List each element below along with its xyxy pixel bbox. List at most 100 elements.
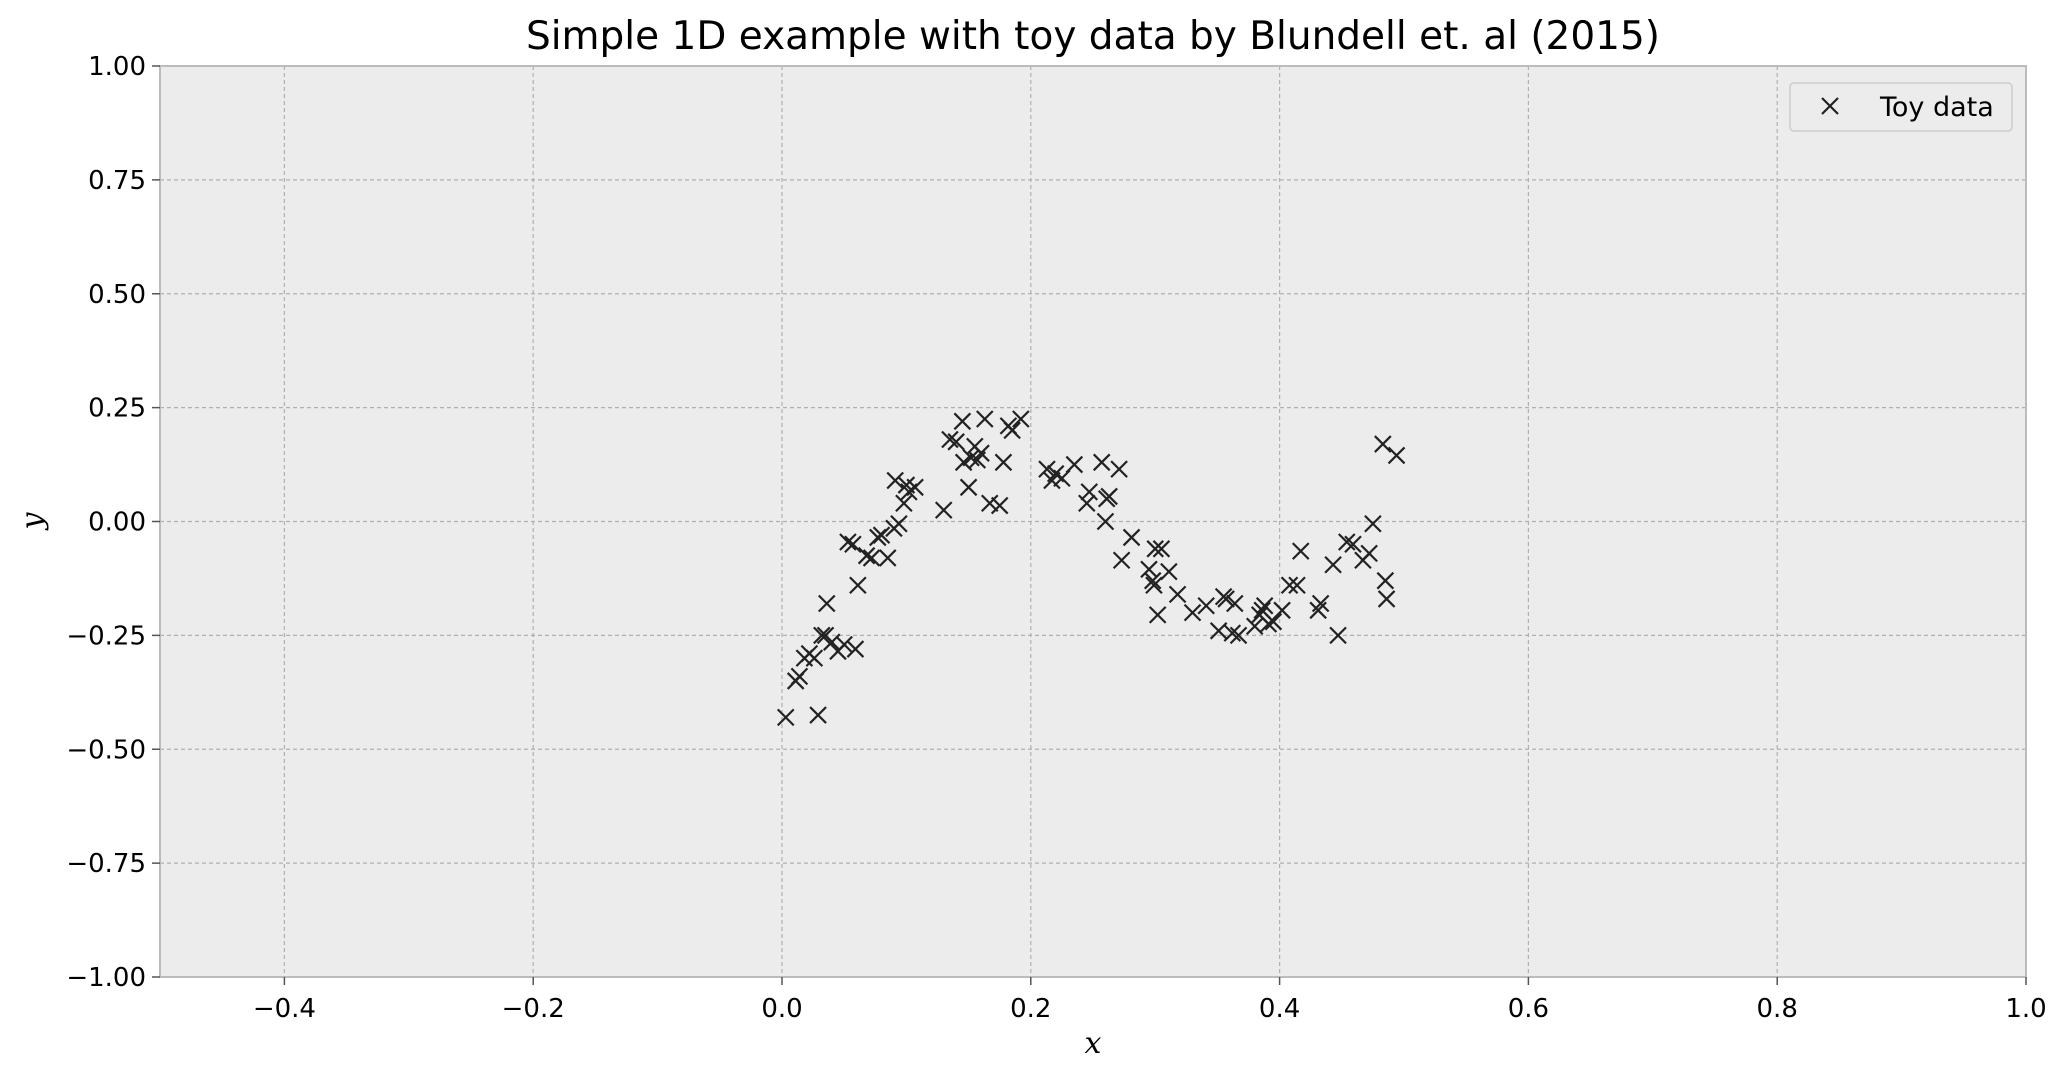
data-point (890, 514, 908, 533)
data-point (1329, 626, 1347, 645)
data-point (1337, 533, 1356, 551)
y-tick-label: 1.00 (88, 52, 146, 82)
data-point (1092, 453, 1111, 472)
data-point (972, 444, 990, 462)
data-point (895, 494, 913, 513)
data-point (835, 635, 853, 654)
data-point (1360, 544, 1378, 563)
data-point (1217, 590, 1235, 608)
data-point (1273, 601, 1291, 620)
data-point (849, 576, 867, 595)
data-point (1387, 446, 1406, 465)
data-point (1291, 542, 1310, 560)
data-point (994, 453, 1013, 472)
data-point (846, 640, 865, 658)
data-point (1364, 514, 1382, 533)
data-point (1122, 528, 1141, 547)
x-tick-label: −0.4 (253, 994, 316, 1024)
data-point (1160, 562, 1178, 581)
data-point (953, 412, 972, 431)
data-point (1226, 594, 1244, 613)
data-point (805, 649, 824, 667)
data-point (1374, 435, 1392, 453)
y-tick-label: −0.75 (66, 849, 146, 879)
data-point (1259, 615, 1278, 633)
data-point (1100, 487, 1118, 506)
data-point (1280, 576, 1299, 595)
data-point (1148, 606, 1167, 624)
data-point (1377, 590, 1396, 608)
data-point (1152, 540, 1171, 558)
data-point (1183, 603, 1202, 622)
y-tick-label: 0.00 (88, 508, 146, 538)
data-point (947, 433, 965, 451)
data-point (1078, 494, 1096, 513)
x-tick-label: 1.0 (2005, 994, 2046, 1024)
data-point (1255, 596, 1274, 615)
data-point (1168, 585, 1187, 604)
data-point (1145, 576, 1163, 595)
data-point (839, 533, 857, 551)
x-axis-label: x (1085, 1026, 1102, 1061)
data-point (975, 410, 994, 428)
data-point (862, 549, 881, 567)
data-point (1229, 626, 1248, 645)
axis-ticks: −0.4 −0.2 0.0 0.2 0.4 0.6 0.8 1.0 1.00 0.75 0.50 0.… (66, 52, 2046, 1024)
data-point (1096, 512, 1115, 531)
data-point (844, 535, 862, 554)
data-point (906, 478, 924, 497)
data-point (959, 478, 978, 497)
data-point (1080, 483, 1099, 501)
data-point (818, 594, 836, 613)
y-tick-label: 0.75 (88, 166, 146, 196)
data-point (1223, 624, 1242, 642)
data-point (990, 496, 1009, 515)
data-point (813, 626, 831, 645)
data-point (886, 471, 904, 490)
data-point (1344, 535, 1362, 554)
data-point (962, 448, 980, 467)
data-point (1012, 410, 1030, 428)
data-point (1288, 576, 1306, 595)
data-point (790, 667, 809, 686)
x-tick-label: 0.4 (1259, 994, 1300, 1024)
data-point (1146, 540, 1164, 558)
y-tick-label: 0.50 (88, 280, 146, 310)
data-point (1376, 571, 1395, 590)
data-point (1003, 421, 1021, 440)
data-point (1140, 560, 1158, 579)
x-tick-label: 0.8 (1757, 994, 1798, 1024)
data-point (1311, 594, 1330, 613)
x-tick-label: 0.2 (1010, 994, 1051, 1024)
x-tick-label: 0.6 (1508, 994, 1549, 1024)
data-point (1143, 571, 1162, 590)
x-tick-label: 0.0 (761, 994, 802, 1024)
data-point (980, 494, 999, 513)
legend-label: Toy data (1879, 92, 1994, 123)
legend-box (1789, 82, 2013, 132)
y-tick-label: −0.25 (66, 621, 146, 651)
data-point (878, 549, 897, 567)
y-tick-label: −0.50 (66, 735, 146, 765)
data-point (776, 708, 795, 727)
data-point (809, 706, 827, 724)
data-point (1324, 555, 1342, 574)
data-point (1038, 460, 1056, 478)
data-point (1197, 596, 1215, 615)
x-tick-label: −0.2 (502, 994, 565, 1024)
data-point (872, 526, 891, 544)
y-axis-label: y (15, 511, 50, 531)
data-point (1065, 455, 1084, 474)
data-point (1264, 612, 1283, 631)
chart-title: Simple 1D example with toy data by Blund… (526, 14, 1660, 59)
data-point (934, 501, 953, 519)
legend: Toy data (1789, 82, 2013, 132)
data-point (1110, 460, 1128, 478)
legend-x-marker (1821, 97, 1839, 115)
data-points (776, 410, 1406, 727)
data-point (1112, 551, 1131, 569)
data-point (941, 430, 959, 449)
data-point (857, 546, 876, 565)
